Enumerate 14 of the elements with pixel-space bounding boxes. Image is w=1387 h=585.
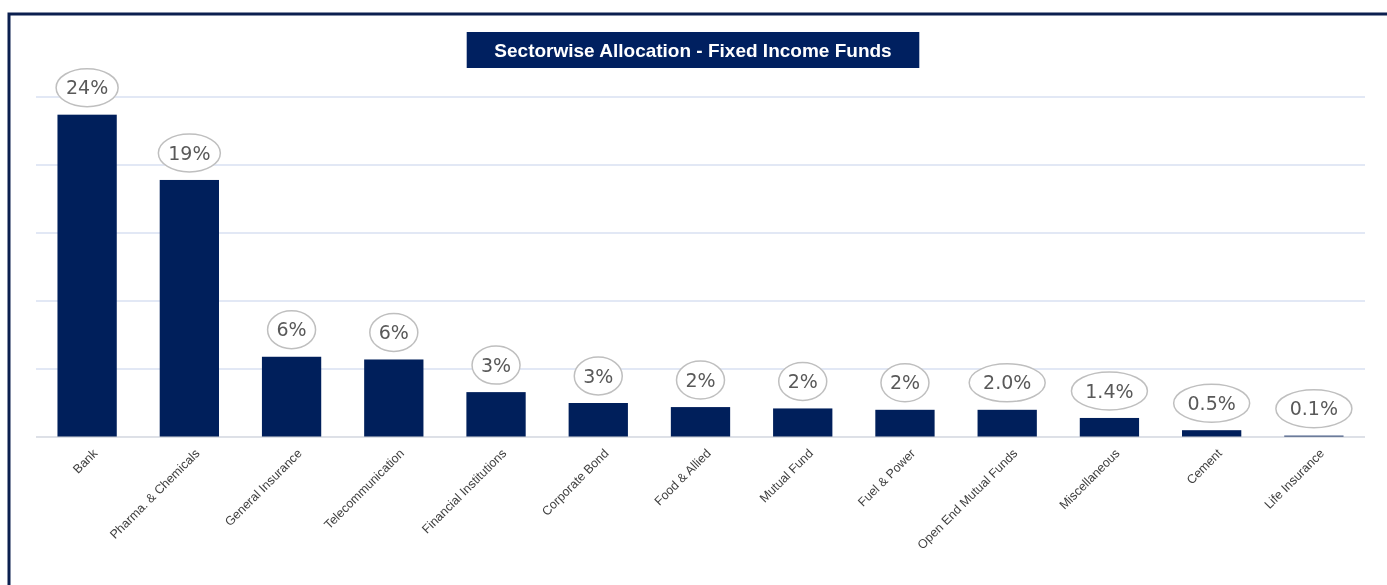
data-label: 6% [276, 318, 307, 341]
data-label: 0.1% [1289, 397, 1339, 420]
data-label: 2.0% [983, 371, 1032, 394]
data-label: 1.4% [1085, 379, 1134, 402]
data-label: 6% [378, 321, 409, 344]
data-label: 24% [66, 76, 109, 99]
data-label: 0.5% [1187, 391, 1236, 414]
data-label: 19% [168, 141, 211, 164]
data-label: 2% [889, 371, 921, 394]
data-label: 2% [787, 370, 818, 393]
data-label: 3% [480, 353, 512, 376]
data-label: 3% [583, 364, 614, 387]
data-label: 2% [685, 368, 716, 391]
chart-title: Sectorwise Allocation - Fixed Income Funds [494, 39, 892, 61]
